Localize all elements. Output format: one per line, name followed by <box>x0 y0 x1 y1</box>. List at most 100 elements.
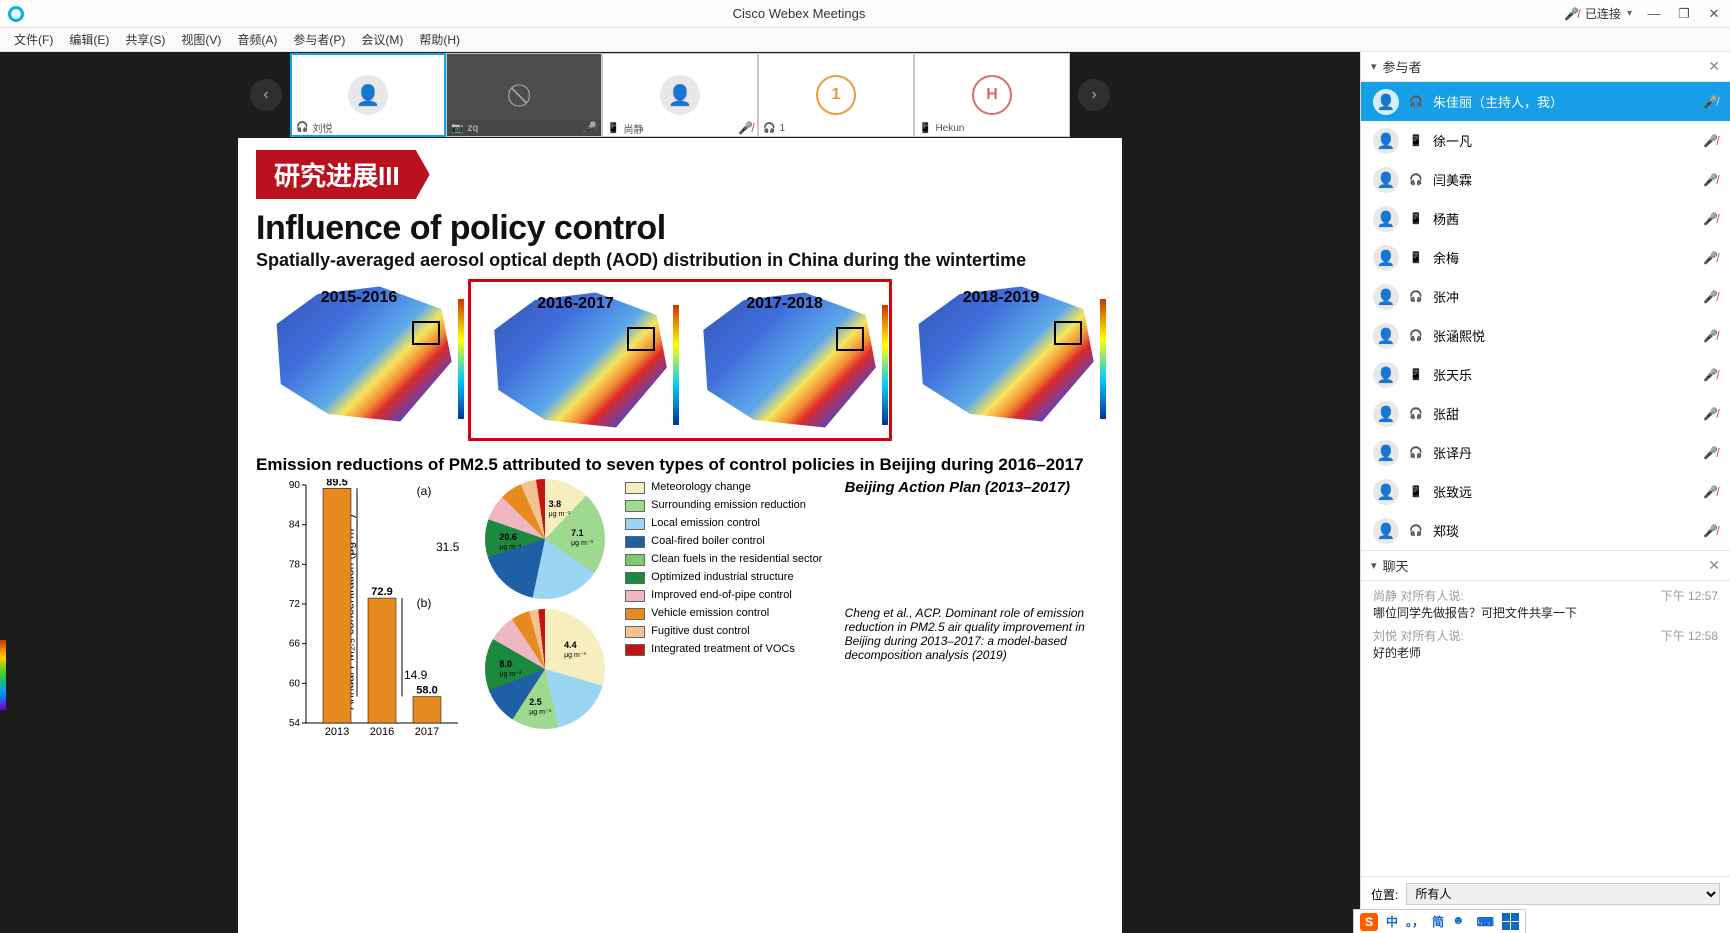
pie-chart: 3.8μg m⁻³7.1μg m⁻³20.6μg m⁻³ <box>485 479 605 599</box>
video-thumbnail[interactable]: 👤🎧刘悦 <box>290 53 446 137</box>
map-year-label: 2015-2016 <box>256 289 462 307</box>
maximize-button[interactable]: ❐ <box>1676 6 1692 22</box>
svg-text:(a): (a) <box>417 484 432 498</box>
legend-swatch <box>625 500 645 512</box>
video-thumbnail[interactable]: H📱Hekun <box>914 53 1070 137</box>
ime-mode-button[interactable]: 。， <box>1402 913 1428 930</box>
participant-name: 张天乐 <box>1433 365 1693 384</box>
participant-row[interactable]: 👤🎧张涵熙悦🎤̸ <box>1361 316 1730 355</box>
mic-muted-icon: 🎤̸ <box>1703 251 1718 265</box>
aod-map: 2015-2016 <box>256 279 462 441</box>
svg-text:60: 60 <box>289 678 301 689</box>
video-thumbnail[interactable]: ⃠📷zq🎤̸ <box>446 53 602 137</box>
slide-citation: Beijing Action Plan (2013–2017) Cheng et… <box>845 479 1104 662</box>
chat-close-icon[interactable]: ✕ <box>1708 557 1720 574</box>
close-button[interactable]: ✕ <box>1706 6 1722 22</box>
headset-icon: 🎧 <box>1409 446 1423 459</box>
legend-item: Coal-fired boiler control <box>625 535 834 548</box>
chat-header[interactable]: ▾ 聊天 ✕ <box>1361 551 1730 581</box>
participant-row[interactable]: 👤📱余梅🎤̸ <box>1361 238 1730 277</box>
mic-muted-icon: 🎤̸ <box>1703 446 1718 460</box>
phone-icon: 📱 <box>1409 368 1423 381</box>
chat-message-meta: 尚静 对所有人说:下午 12:57 <box>1373 587 1718 604</box>
menu-item[interactable]: 文件(F) <box>6 31 61 48</box>
participant-row[interactable]: 👤📱张致远🎤̸ <box>1361 472 1730 511</box>
slide-title: Influence of policy control <box>256 209 1104 248</box>
participant-row[interactable]: 👤🎧闫美霖🎤̸ <box>1361 160 1730 199</box>
ime-logo-icon[interactable]: S <box>1360 913 1378 931</box>
participant-row[interactable]: 👤🎧张译丹🎤̸ <box>1361 433 1730 472</box>
chevron-down-icon[interactable]: ▾ <box>1627 8 1632 19</box>
mic-muted-icon: 🎤̸ <box>1564 7 1579 21</box>
participant-name: 张涵熙悦 <box>1433 326 1693 345</box>
legend-label: Improved end-of-pipe control <box>651 589 792 601</box>
menu-item[interactable]: 音频(A) <box>229 31 285 48</box>
participant-name: 郑琰 <box>1433 521 1693 540</box>
legend-item: Meteorology change <box>625 481 834 494</box>
participant-row[interactable]: 👤🎧朱佳丽（主持人，我）🎤̸ <box>1361 82 1730 121</box>
ime-grid-icon[interactable] <box>1502 913 1519 930</box>
menu-item[interactable]: 会议(M) <box>353 31 411 48</box>
video-thumbnail[interactable]: 1🎧1 <box>758 53 914 137</box>
participant-row[interactable]: 👤📱徐一凡🎤̸ <box>1361 121 1730 160</box>
participant-name: 张译丹 <box>1433 443 1693 462</box>
menu-item[interactable]: 编辑(E) <box>61 31 117 48</box>
filmstrip-next-button[interactable]: › <box>1078 79 1110 111</box>
legend-swatch <box>625 482 645 494</box>
headset-icon: 🎧 <box>296 122 308 133</box>
video-thumbnail[interactable]: 👤📱尚静🎤̸ <box>602 53 758 137</box>
headset-icon: 🎧 <box>1409 173 1423 186</box>
participant-name: 朱佳丽（主持人，我） <box>1433 92 1693 111</box>
mic-muted-icon: 🎤̸ <box>1703 368 1718 382</box>
minimize-button[interactable]: — <box>1646 6 1662 22</box>
legend-swatch <box>625 644 645 656</box>
legend-label: Vehicle emission control <box>651 607 769 619</box>
thumb-name: 刘悦 <box>312 120 332 135</box>
menu-item[interactable]: 参与者(P) <box>285 31 353 48</box>
mic-muted-icon: 🎤̸ <box>738 121 753 135</box>
avatar: 👤 <box>1373 89 1399 115</box>
ime-keyboard-icon[interactable]: ⌨ <box>1473 915 1498 929</box>
legend-item: Local emission control <box>625 517 834 530</box>
menu-item[interactable]: 帮助(H) <box>411 31 468 48</box>
aod-map: 2017-2018 <box>683 285 886 435</box>
filmstrip-prev-button[interactable]: ‹ <box>250 79 282 111</box>
participant-name: 闫美霖 <box>1433 170 1693 189</box>
participants-title: 参与者 <box>1383 57 1422 76</box>
legend-label: Coal-fired boiler control <box>651 535 765 547</box>
pie-charts: 3.8μg m⁻³7.1μg m⁻³20.6μg m⁻³4.4μg m⁻³2.5… <box>475 479 615 729</box>
menu-item[interactable]: 共享(S) <box>117 31 173 48</box>
ime-mode-button[interactable]: 简 <box>1428 913 1448 930</box>
participants-close-icon[interactable]: ✕ <box>1708 58 1720 75</box>
legend-label: Clean fuels in the residential sector <box>651 553 822 565</box>
participant-name: 徐一凡 <box>1433 131 1693 150</box>
participant-row[interactable]: 👤🎧张甜🎤̸ <box>1361 394 1730 433</box>
avatar: H <box>972 75 1012 115</box>
color-strip-icon <box>0 640 6 710</box>
participant-row[interactable]: 👤🎧郑琰🎤̸ <box>1361 511 1730 550</box>
menu-item[interactable]: 视图(V) <box>173 31 229 48</box>
headset-icon: 🎧 <box>1409 407 1423 420</box>
chat-to-select[interactable]: 所有人 <box>1406 883 1720 905</box>
avatar: 👤 <box>1373 323 1399 349</box>
participants-header[interactable]: ▾ 参与者 ✕ <box>1361 52 1730 82</box>
svg-text:72: 72 <box>289 599 301 610</box>
ime-mode-button[interactable]: ☻ <box>1448 913 1469 930</box>
participant-name: 余梅 <box>1433 248 1693 267</box>
menubar: 文件(F)编辑(E)共享(S)视图(V)音频(A)参与者(P)会议(M)帮助(H… <box>0 28 1730 52</box>
chevron-down-icon: ▾ <box>1371 60 1377 73</box>
svg-text:(b): (b) <box>417 596 432 610</box>
meeting-stage: ‹ 👤🎧刘悦⃠📷zq🎤̸👤📱尚静🎤̸1🎧1H📱Hekun › 研究进展III I… <box>0 52 1360 933</box>
participant-row[interactable]: 👤📱张天乐🎤̸ <box>1361 355 1730 394</box>
participant-row[interactable]: 👤🎧张冲🎤̸ <box>1361 277 1730 316</box>
legend-swatch <box>625 554 645 566</box>
avatar: 👤 <box>1373 128 1399 154</box>
ime-mode-button[interactable]: 中 <box>1382 913 1402 930</box>
legend-swatch <box>625 590 645 602</box>
svg-text:58.0: 58.0 <box>416 685 437 697</box>
participant-row[interactable]: 👤📱杨茜🎤̸ <box>1361 199 1730 238</box>
mic-muted-icon: 🎤̸ <box>582 121 597 135</box>
headset-icon: 🎧 <box>763 123 775 134</box>
phone-icon: 📱 <box>1409 485 1423 498</box>
ime-toolbar[interactable]: S 中。，简☻ ⌨ <box>1353 909 1526 933</box>
